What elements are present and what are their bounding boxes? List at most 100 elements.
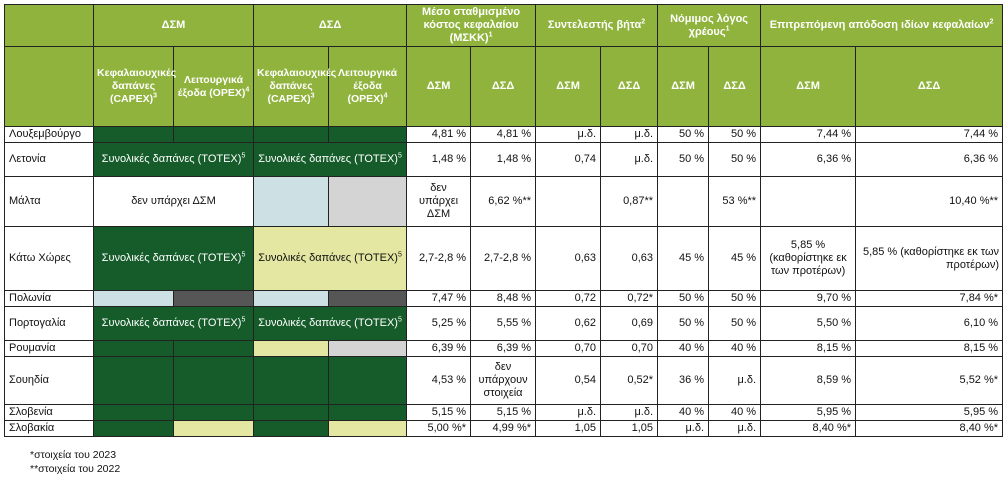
roe-dsd-cell: 8,40 %* [855,420,1004,437]
beta-dsd-cell: 0,52* [600,356,659,405]
header-dsd: ΔΣΔ [253,4,408,47]
gearing-dsd-cell: 45 % [708,226,762,291]
country-cell: Σλοβακία [4,420,94,437]
capex-dsm-cell [93,404,174,421]
wacc-dsd-cell: 6,62 %** [470,176,537,227]
header-roe-dsm: ΔΣΜ [760,46,857,127]
gearing-dsm-cell: μ.δ. [657,420,710,437]
roe-dsm-cell: 8,15 % [760,340,857,357]
header-corner-sub [4,46,94,127]
opex-dsm-cell [172,126,255,143]
no-dsm-cell: δεν υπάρχει ΔΣΜ [92,176,255,227]
beta-dsm-cell: 1,05 [535,420,602,437]
table-row: Σλοβακία 5,00 %* 4,99 %* 1,05 1,05 μ.δ. … [4,420,1004,437]
roe-dsd-cell: 7,84 %* [855,290,1004,307]
header-wacc: Μέσο σταθμισμένο κόστος κεφαλαίου (ΜΣΚΚ)… [406,4,537,47]
header-dsm-capex: Κεφαλαιουχικές δαπάνες (CAPEX)3 [93,46,176,127]
roe-dsm-cell: 9,70 % [760,290,857,307]
opex-dsm-cell [172,340,255,357]
beta-dsd-cell: μ.δ. [600,142,659,177]
table-row: Σλοβενία 5,15 % 5,15 % μ.δ. μ.δ. 40 % 40… [4,404,1004,421]
capex-dsd-cell [253,356,330,405]
gearing-dsm-cell: 50 % [657,126,710,143]
beta-dsm-cell [535,176,602,227]
beta-dsm-cell: 0,62 [535,306,602,341]
gearing-dsm-cell: 40 % [657,340,710,357]
roe-dsd-cell: 6,36 % [855,142,1004,177]
wacc-dsm-cell: 4,81 % [406,126,472,143]
table-row: Σουηδία 4,53 % δεν υπάρχουν στοιχεία 0,5… [4,356,1004,405]
roe-dsm-cell: 6,36 % [760,142,857,177]
table-row: Κάτω Χώρες Συνολικές δαπάνες (TOTEX)5 Συ… [4,226,1004,291]
capex-dsm-cell [93,290,174,307]
header-wacc-dsm: ΔΣΜ [406,46,472,127]
totex-dsm-cell: Συνολικές δαπάνες (TOTEX)5 [92,306,255,341]
capex-dsd-cell [253,404,330,421]
wacc-dsd-cell: 6,39 % [470,340,537,357]
country-cell: Λουξεμβούργο [4,126,94,143]
beta-dsm-cell: 0,54 [535,356,602,405]
totex-dsd-cell: Συνολικές δαπάνες (TOTEX)5 [253,142,408,177]
header-roe-dsd: ΔΣΔ [855,46,1004,127]
roe-dsd-cell: 6,10 % [855,306,1004,341]
wacc-dsd-cell: 2,7-2,8 % [470,226,537,291]
roe-dsm-cell [760,176,857,227]
beta-dsm-cell: μ.δ. [535,404,602,421]
totex-dsd-cell: Συνολικές δαπάνες (TOTEX)5 [253,306,408,341]
roe-dsm-cell: 5,95 % [760,404,857,421]
beta-dsd-cell: 0,72* [600,290,659,307]
beta-dsd-cell: 0,87** [600,176,659,227]
wacc-dsd-cell: 5,55 % [470,306,537,341]
wacc-dsm-cell: 5,15 % [406,404,472,421]
footnotes: *στοιχεία του 2023 **στοιχεία του 2022 [30,448,120,476]
roe-dsd-cell: 5,52 %* [855,356,1004,405]
header-wacc-dsd: ΔΣΔ [470,46,537,127]
opex-dsd-cell [328,126,408,143]
roe-dsm-cell: 8,40 %* [760,420,857,437]
opex-dsm-cell [172,420,255,437]
country-cell: Σουηδία [4,356,94,405]
totex-dsd-cell: Συνολικές δαπάνες (TOTEX)5 [253,226,408,291]
gearing-dsd-cell: 40 % [708,404,762,421]
table-row: Λουξεμβούργο 4,81 % 4,81 % μ.δ. μ.δ. 50 … [4,126,1004,143]
capex-dsm-cell [93,126,174,143]
table-row: Μάλτα δεν υπάρχει ΔΣΜ δεν υπάρχει ΔΣΜ 6,… [4,176,1004,227]
wacc-dsm-cell: 2,7-2,8 % [406,226,472,291]
header-corner [4,4,94,47]
table-row: Πορτογαλία Συνολικές δαπάνες (TOTEX)5 Συ… [4,306,1004,341]
table-row: Ρουμανία 6,39 % 6,39 % 0,70 0,70 40 % 40… [4,340,1004,357]
capex-dsm-cell [93,340,174,357]
wacc-dsd-cell: 5,15 % [470,404,537,421]
opex-dsd-cell [328,176,408,227]
gearing-dsd-cell: 53 %** [708,176,762,227]
roe-dsd-cell: 7,44 % [855,126,1004,143]
beta-dsm-cell: 0,70 [535,340,602,357]
wacc-dsm-cell: δεν υπάρχει ΔΣΜ [406,176,472,227]
capex-dsd-cell [253,290,330,307]
country-cell: Λετονία [4,142,94,177]
header-beta: Συντελεστής βήτα2 [535,4,659,47]
beta-dsd-cell: μ.δ. [600,126,659,143]
regulatory-comparison-table: ΔΣΜ ΔΣΔ Μέσο σταθμισμένο κόστος κεφαλαίο… [4,4,1004,437]
footnote-2023: *στοιχεία του 2023 [30,449,117,461]
opex-dsm-cell [172,404,255,421]
table-row: Πολωνία 7,47 % 8,48 % 0,72 0,72* 50 % 50… [4,290,1004,307]
header-gearing: Νόμιμος λόγος χρέους1 [657,4,762,47]
header-dsm-opex: Λειτουργικά έξοδα (OPEX)4 [172,46,255,127]
roe-dsm-cell: 8,59 % [760,356,857,405]
header-beta-dsm: ΔΣΜ [535,46,602,127]
opex-dsd-cell [328,290,408,307]
gearing-dsm-cell [657,176,710,227]
capex-dsd-cell [253,340,330,357]
roe-dsm-cell: 5,85 % (καθορίστηκε εκ των προτέρων) [760,226,857,291]
wacc-dsd-cell: 4,81 % [470,126,537,143]
roe-dsd-cell: 10,40 %** [855,176,1004,227]
opex-dsd-cell [328,404,408,421]
beta-dsd-cell: μ.δ. [600,404,659,421]
opex-dsd-cell [328,356,408,405]
capex-dsd-cell [253,420,330,437]
opex-dsd-cell [328,340,408,357]
wacc-dsm-cell: 5,25 % [406,306,472,341]
gearing-dsd-cell: 50 % [708,306,762,341]
roe-dsm-cell: 5,50 % [760,306,857,341]
